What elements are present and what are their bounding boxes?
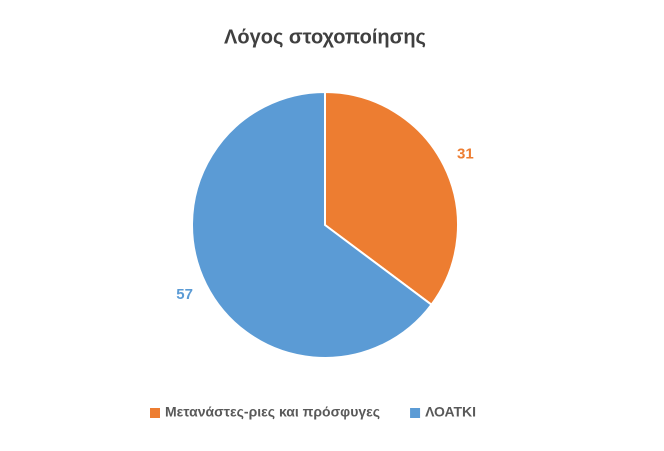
legend-swatch <box>410 408 421 418</box>
chart-title: Λόγος στοχοποίησης <box>224 26 426 48</box>
legend-swatch <box>150 408 160 418</box>
data-label: 31 <box>457 146 474 163</box>
pie-slice <box>191 90 433 359</box>
legend-label: Μετανάστες-ριες και πρόσφυγες <box>165 404 380 420</box>
data-label: 57 <box>176 286 193 303</box>
legend-label: ΛΟΑΤΚΙ <box>425 404 476 420</box>
pie-slice <box>324 90 459 307</box>
